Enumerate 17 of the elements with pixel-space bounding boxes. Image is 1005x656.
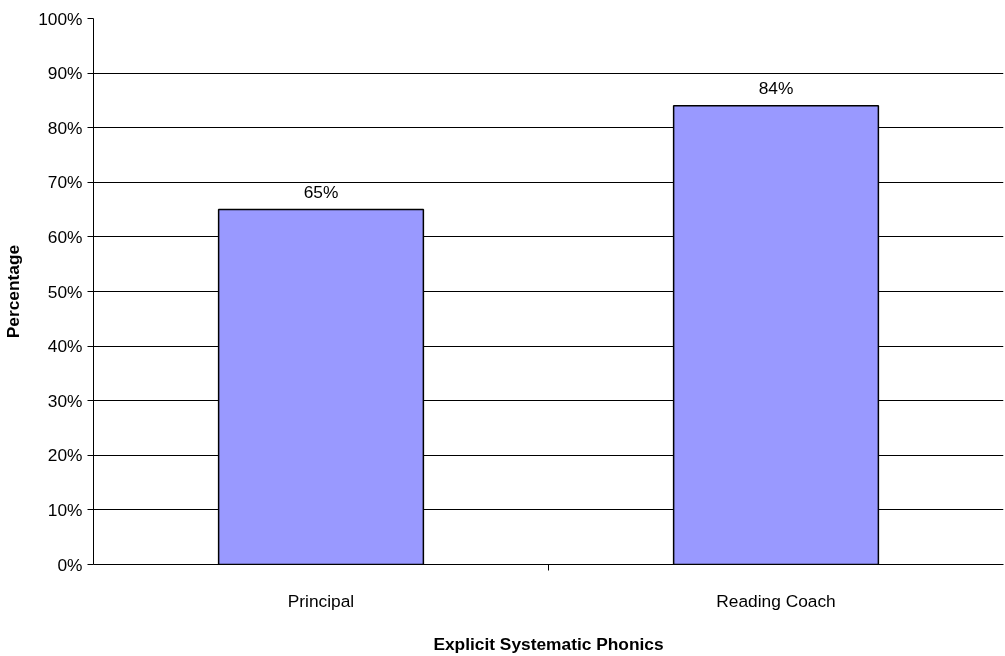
y-tick-label: 50%: [47, 281, 83, 302]
y-tick-label: 70%: [47, 172, 83, 193]
data-label: 84%: [758, 77, 794, 98]
y-tick-label: 40%: [47, 336, 83, 357]
y-tick-label: 30%: [47, 390, 83, 411]
x-tick-label: Principal: [287, 590, 355, 611]
data-label: 65%: [303, 181, 339, 202]
x-tick-label: Reading Coach: [716, 590, 836, 611]
y-tick-label: 20%: [47, 445, 83, 466]
y-tick-label: 60%: [47, 226, 83, 247]
y-tick-label: 80%: [47, 117, 83, 138]
y-tick-label: 90%: [47, 63, 83, 84]
y-tick-label: 100%: [38, 8, 83, 29]
y-axis-title: Percentage: [3, 244, 24, 339]
y-tick-label: 10%: [47, 499, 83, 520]
x-axis-title: Explicit Systematic Phonics: [433, 633, 664, 654]
y-tick-label: 0%: [57, 554, 83, 575]
